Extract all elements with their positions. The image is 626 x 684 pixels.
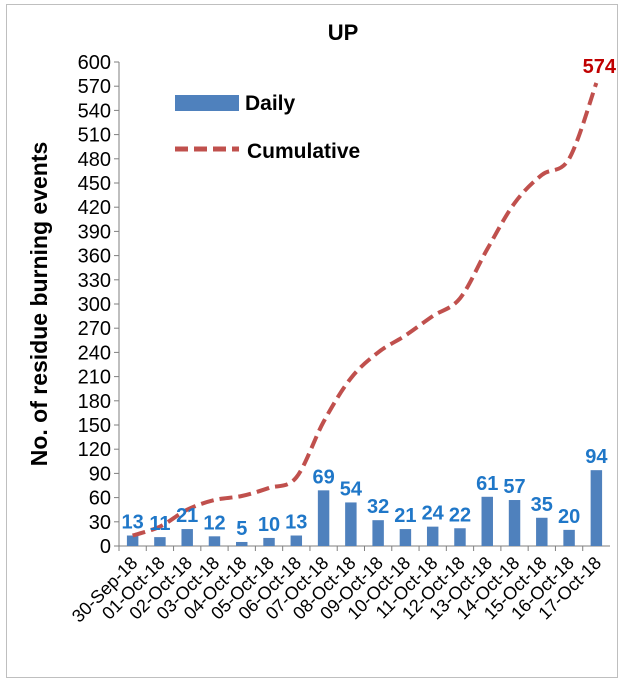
bar [236,541,248,546]
bar [154,537,166,546]
bar [126,535,139,546]
bar-data-label: 32 [367,496,389,518]
y-tick-label: 300 [78,294,111,316]
bar-data-label: 69 [312,466,334,488]
bar [399,529,412,546]
bar-data-label: 61 [476,473,498,495]
bar [345,502,357,546]
chart-svg: UP No. of residue burning events 574 13 1… [26,20,617,627]
y-tick-label: 390 [78,221,111,243]
y-tick-label: 210 [78,367,111,389]
y-tick-label: 570 [78,76,111,98]
y-tick-label: 180 [78,391,111,413]
bar [181,529,193,546]
legend-daily-swatch [175,95,239,111]
chart-frame: UP No. of residue burning events 574 13 1… [6,4,618,678]
bar-data-label: 20 [558,506,580,528]
bar [590,470,603,546]
bar-data-label: 35 [531,494,553,516]
bar [208,536,221,546]
bar [263,537,275,546]
cumulative-end-label: 574 [583,56,617,78]
y-tick-label: 120 [78,439,111,461]
legend-cumulative-label: Cumulative [247,140,360,163]
bar-data-label: 10 [258,514,280,536]
y-tick-label: 540 [78,100,111,122]
axes [114,61,610,551]
y-tick-label: 360 [78,246,111,268]
bar-data-label: 21 [394,505,416,527]
bar-data-label: 13 [285,512,307,534]
bar [563,529,575,546]
bar-data-label: 21 [176,505,198,527]
bar-data-label: 24 [422,503,445,525]
y-tick-label: 450 [78,173,111,195]
bar-data-label: 5 [236,518,247,540]
bar-data-label: 22 [449,504,471,526]
chart-title: UP [328,20,359,45]
bar [536,517,548,546]
bar-data-label: 12 [203,512,225,534]
bar [317,490,330,546]
bar-data-label: 94 [585,446,608,468]
y-tick-label: 240 [78,342,111,364]
bar [372,520,384,546]
legend-daily-label: Daily [245,92,296,115]
y-axis-label: No. of residue burning events [26,142,52,467]
y-tick-label: 0 [100,536,111,558]
legend: Daily Cumulative [175,92,360,163]
bar-data-label: 54 [340,478,363,500]
bar [508,500,521,546]
bar [290,535,303,546]
y-tick-label: 60 [89,488,111,510]
x-tick-labels: 30-Sep-1801-Oct-1802-Oct-1803-Oct-1804-O… [68,553,605,627]
y-tick-label: 150 [78,415,111,437]
bar-data-label: 11 [149,513,170,535]
bar-series [126,470,603,546]
y-tick-label: 270 [78,318,111,340]
y-tick-label: 600 [78,52,111,74]
y-tick-label: 510 [78,125,111,147]
line-series: 574 [132,56,617,538]
y-tick-label: 420 [78,197,111,219]
y-tick-label: 90 [89,463,111,485]
y-tick-label: 480 [78,149,111,171]
bar-data-label: 13 [122,512,144,534]
bar [454,528,466,546]
bar [481,496,493,546]
bar [426,526,439,546]
bar-data-label: 57 [503,476,525,498]
y-tick-label: 330 [78,270,111,292]
y-tick-label: 30 [89,512,111,534]
cumulative-line [132,82,599,538]
